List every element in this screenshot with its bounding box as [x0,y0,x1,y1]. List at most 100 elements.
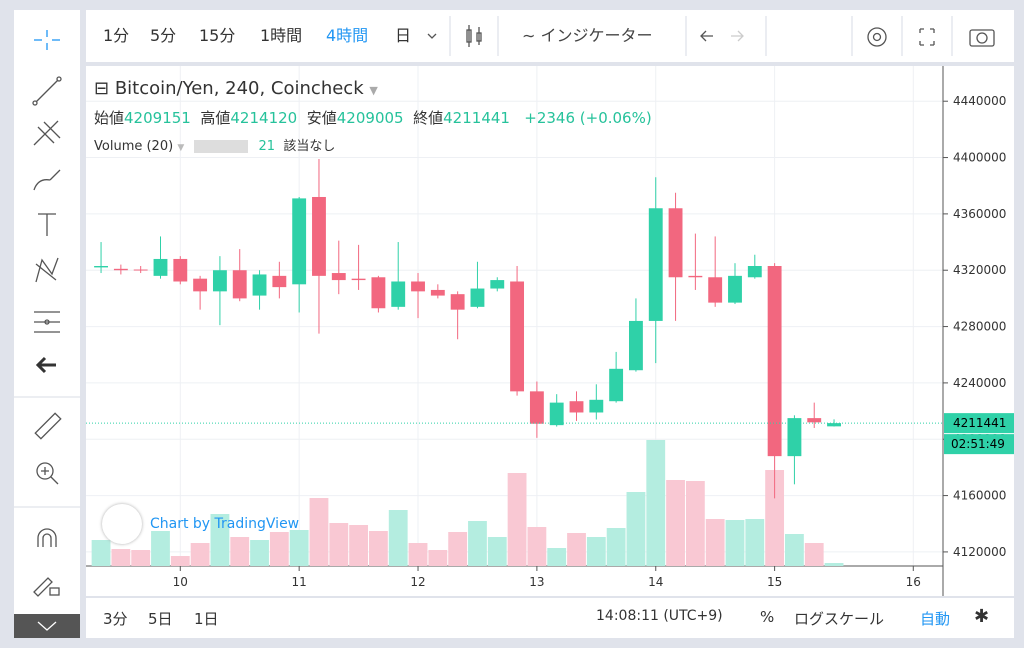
chart-pane: 4120000416000042000004240000428000043200… [86,66,1014,596]
volume-bar [468,521,487,566]
candle-body [490,280,505,289]
interval[interactable]: 1分 [103,26,130,45]
settings[interactable] [867,27,887,47]
bottom-bar: 3分 5日 1日 14:08:11 (UTC+9) % ログスケール 自動 ✱ [86,598,1014,638]
measure-tool[interactable] [34,311,60,333]
volume-bar [151,531,170,566]
chart: 4120000416000042000004240000428000043200… [86,66,1014,596]
interval[interactable]: 日 [395,26,412,45]
volume-bar [448,532,468,566]
watermark: Chart by TradingView [102,504,299,544]
candle-body [510,281,525,392]
candle-body [668,208,683,278]
y-tick-label: 4320000 [953,263,1006,277]
candle-body [113,268,128,271]
x-tick-label: 15 [767,575,782,589]
volume-bar [745,519,765,566]
back-arrow[interactable] [35,356,56,374]
candle-body [708,277,723,303]
percent-toggle[interactable]: % [760,608,775,626]
interval[interactable]: 5分 [150,26,177,45]
candle-body [609,368,624,402]
volume-bar [309,498,329,566]
candle-body [450,294,465,310]
range[interactable]: 5日 [148,610,173,628]
toolbar-icons [427,16,995,56]
volume-bar [685,481,705,566]
interval-active[interactable]: 4時間 [326,26,369,45]
lock-draw[interactable] [33,577,60,597]
x-tick-label: 10 [173,575,188,589]
dropdown[interactable] [427,33,437,39]
candle-body [193,278,208,292]
candle-body [391,281,406,307]
volume-bar [408,543,428,566]
indicators-label: インジケーター [540,26,653,45]
volume-bar [190,543,210,566]
volume-controls[interactable] [194,140,249,153]
zoom[interactable] [36,462,59,485]
auto-toggle[interactable]: 自動 [920,610,951,628]
crosshair[interactable] [34,30,60,50]
ohlc-label: 高値 [200,109,231,127]
pattern-tool[interactable] [35,257,59,283]
ohlc-label: 始値 [94,109,125,127]
redo[interactable] [731,30,744,42]
ohlc-value: 4214120 [230,109,298,127]
volume-name: Volume (20) [94,139,174,154]
top-toolbar [86,10,1014,62]
interval[interactable]: 15分 [199,26,236,45]
candle-body [629,320,643,371]
candle-body [411,281,425,292]
volume-bar [487,537,507,566]
brush[interactable] [33,169,61,191]
candle-body [648,208,663,321]
chart-style[interactable] [466,25,482,47]
volume-bar [329,523,349,566]
last-price-label: 4211441 [953,416,1006,430]
ohlc-value: 4211441 [443,109,510,127]
range[interactable]: 3分 [103,610,128,628]
candle-body [351,278,366,281]
magnet[interactable] [37,528,57,547]
volume-bar [705,519,725,566]
toolbar-footer [14,614,80,638]
indicators-button[interactable]: ∼ インジケーター [522,26,653,45]
ruler[interactable] [34,412,62,440]
volume-bar [567,533,586,566]
volume-bar [289,530,309,566]
undo[interactable] [700,30,713,42]
range[interactable]: 1日 [194,610,219,628]
volume-bar [349,525,368,566]
volume-bar [725,520,745,566]
text-tool[interactable] [38,213,56,236]
y-tick-label: 4280000 [953,320,1006,334]
chart-title: Bitcoin/Yen, 240, Coincheck [114,78,364,99]
fib-tool[interactable] [33,120,61,146]
candle-body [331,273,346,281]
snapshot[interactable] [969,29,995,47]
volume-bar [606,528,626,566]
y-tick-label: 4160000 [953,489,1006,503]
candle-body [549,402,564,426]
collapse[interactable] [37,621,57,631]
ohlc-value: 4209151 [124,109,191,127]
candle-body [292,198,307,285]
trend-line[interactable] [32,76,62,106]
y-tick-label: 4400000 [953,151,1006,165]
volume-legend: Volume (20) ▼ 21 該当なし [94,139,336,154]
x-tick-label: 11 [292,575,307,589]
candle-body [133,269,148,271]
watermark-logo [102,504,142,544]
settings[interactable]: ✱ [974,606,990,627]
fullscreen[interactable] [919,28,935,46]
volume-bar [547,548,567,566]
interval[interactable]: 1時間 [260,26,303,45]
left-toolbar [14,10,80,638]
log-toggle[interactable]: ログスケール [794,610,885,628]
y-tick-label: 4120000 [953,545,1006,559]
ohlc-label: 終値 [413,109,444,127]
x-tick-label: 14 [648,575,663,589]
clock: 14:08:11 (UTC+9) [596,608,723,624]
